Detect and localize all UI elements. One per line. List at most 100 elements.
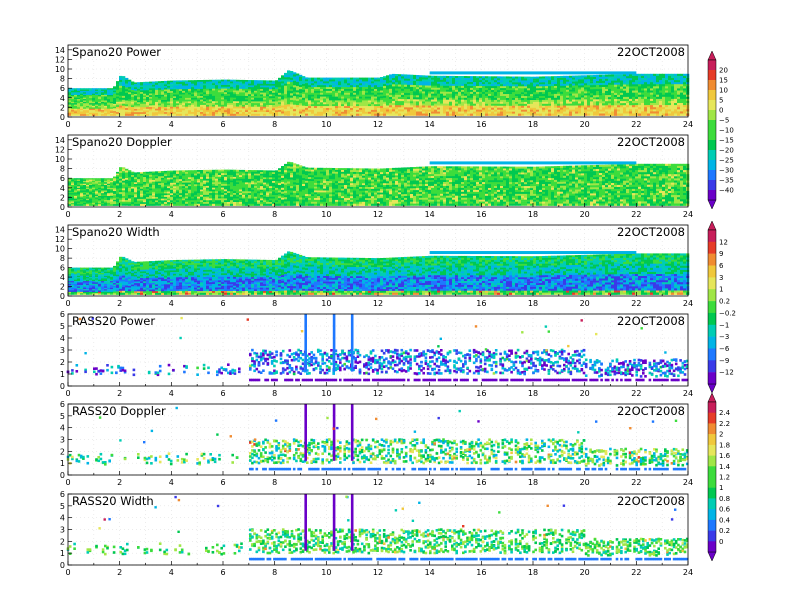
heatmap-cell bbox=[218, 103, 222, 106]
heatmap-cell bbox=[278, 108, 282, 111]
heatmap-cell bbox=[359, 94, 363, 97]
heatmap-cell bbox=[98, 108, 102, 111]
heatmap-cell bbox=[482, 82, 486, 85]
heatmap-cell bbox=[368, 92, 372, 95]
heatmap-cell bbox=[644, 113, 648, 116]
heatmap-cell bbox=[272, 106, 276, 109]
heatmap-cell bbox=[452, 91, 456, 95]
heatmap-cell bbox=[122, 103, 126, 106]
heatmap-cell bbox=[551, 80, 555, 83]
heatmap-cell bbox=[266, 98, 270, 101]
heatmap-cell bbox=[92, 112, 96, 115]
heatmap-cell bbox=[131, 107, 135, 109]
heatmap-cell bbox=[131, 91, 135, 94]
heatmap-cell bbox=[218, 104, 222, 107]
heatmap-cell bbox=[374, 85, 378, 88]
heatmap-cell bbox=[251, 99, 255, 102]
heatmap-cell bbox=[254, 99, 258, 102]
heatmap-cell bbox=[224, 110, 228, 113]
heatmap-cell bbox=[410, 84, 414, 88]
heatmap-cell bbox=[326, 92, 330, 95]
heatmap-cell bbox=[134, 85, 138, 88]
heatmap-cell bbox=[215, 108, 219, 111]
heatmap-cell bbox=[437, 75, 441, 79]
heatmap-cell bbox=[503, 84, 507, 87]
heatmap-cell bbox=[557, 95, 561, 99]
heatmap-cell bbox=[500, 113, 504, 116]
heatmap-cell bbox=[89, 106, 93, 108]
heatmap-cell bbox=[368, 87, 372, 90]
heatmap-cell bbox=[128, 79, 132, 82]
heatmap-cell bbox=[125, 174, 129, 177]
heatmap-cell bbox=[428, 97, 432, 100]
heatmap-cell bbox=[86, 187, 90, 190]
heatmap-cell bbox=[68, 186, 72, 189]
heatmap-cell bbox=[497, 80, 501, 83]
heatmap-cell bbox=[572, 111, 576, 114]
heatmap-cell bbox=[545, 109, 549, 112]
heatmap-cell bbox=[281, 103, 285, 106]
heatmap-cell bbox=[614, 88, 618, 92]
heatmap-cell bbox=[293, 91, 297, 95]
heatmap-cell bbox=[446, 75, 450, 79]
heatmap-cell bbox=[416, 91, 420, 94]
heatmap-cell bbox=[182, 105, 186, 108]
heatmap-cell bbox=[158, 181, 162, 184]
heatmap-cell bbox=[392, 98, 396, 102]
heatmap-cell bbox=[320, 85, 324, 88]
heatmap-cell bbox=[536, 103, 540, 107]
heatmap-cell bbox=[308, 111, 312, 114]
heatmap-cell bbox=[470, 89, 474, 93]
heatmap-cell bbox=[395, 113, 399, 116]
heatmap-cell bbox=[239, 95, 243, 98]
heatmap-cell bbox=[503, 107, 507, 110]
heatmap-cell bbox=[545, 103, 549, 107]
heatmap-cell bbox=[269, 101, 273, 104]
heatmap-cell bbox=[533, 100, 537, 103]
heatmap-cell bbox=[458, 81, 462, 85]
heatmap-cell bbox=[275, 94, 279, 97]
heatmap-cell bbox=[485, 105, 489, 108]
heatmap-cell bbox=[194, 80, 198, 83]
heatmap-cell bbox=[200, 97, 204, 100]
heatmap-cell bbox=[620, 92, 624, 96]
heatmap-cell bbox=[539, 98, 543, 101]
heatmap-cell bbox=[266, 108, 270, 111]
heatmap-cell bbox=[143, 200, 147, 203]
heatmap-cell bbox=[623, 96, 627, 100]
heatmap-cell bbox=[521, 92, 525, 95]
heatmap-cell bbox=[539, 90, 543, 93]
heatmap-cell bbox=[365, 108, 369, 111]
heatmap-cell bbox=[683, 78, 687, 81]
heatmap-cell bbox=[677, 94, 681, 98]
heatmap-cell bbox=[569, 83, 573, 86]
heatmap-cell bbox=[395, 82, 399, 85]
heatmap-cell bbox=[95, 180, 99, 183]
heatmap-cell bbox=[620, 88, 624, 92]
heatmap-cell bbox=[83, 198, 87, 201]
heatmap-cell bbox=[251, 108, 255, 111]
heatmap-cell bbox=[374, 90, 378, 94]
heatmap-cell bbox=[578, 113, 582, 116]
heatmap-cell bbox=[164, 188, 168, 191]
heatmap-cell bbox=[173, 174, 177, 177]
heatmap-cell bbox=[278, 87, 282, 90]
heatmap-cell bbox=[470, 105, 474, 108]
heatmap-cell bbox=[329, 94, 333, 97]
heatmap-cell bbox=[662, 75, 666, 79]
heatmap-cell bbox=[545, 97, 549, 101]
heatmap-cell bbox=[650, 96, 654, 100]
heatmap-cell bbox=[494, 78, 498, 81]
heatmap-cell bbox=[515, 82, 519, 85]
heatmap-cell bbox=[515, 105, 519, 109]
heatmap-cell bbox=[86, 100, 90, 103]
heatmap-cell bbox=[548, 113, 552, 116]
heatmap-cell bbox=[167, 202, 171, 205]
heatmap-cell bbox=[260, 108, 264, 111]
heatmap-cell bbox=[533, 102, 537, 105]
heatmap-cell bbox=[149, 112, 153, 115]
heatmap-cell bbox=[446, 113, 450, 116]
heatmap-cell bbox=[530, 107, 534, 110]
heatmap-cell bbox=[263, 105, 267, 108]
heatmap-cell bbox=[299, 87, 303, 90]
